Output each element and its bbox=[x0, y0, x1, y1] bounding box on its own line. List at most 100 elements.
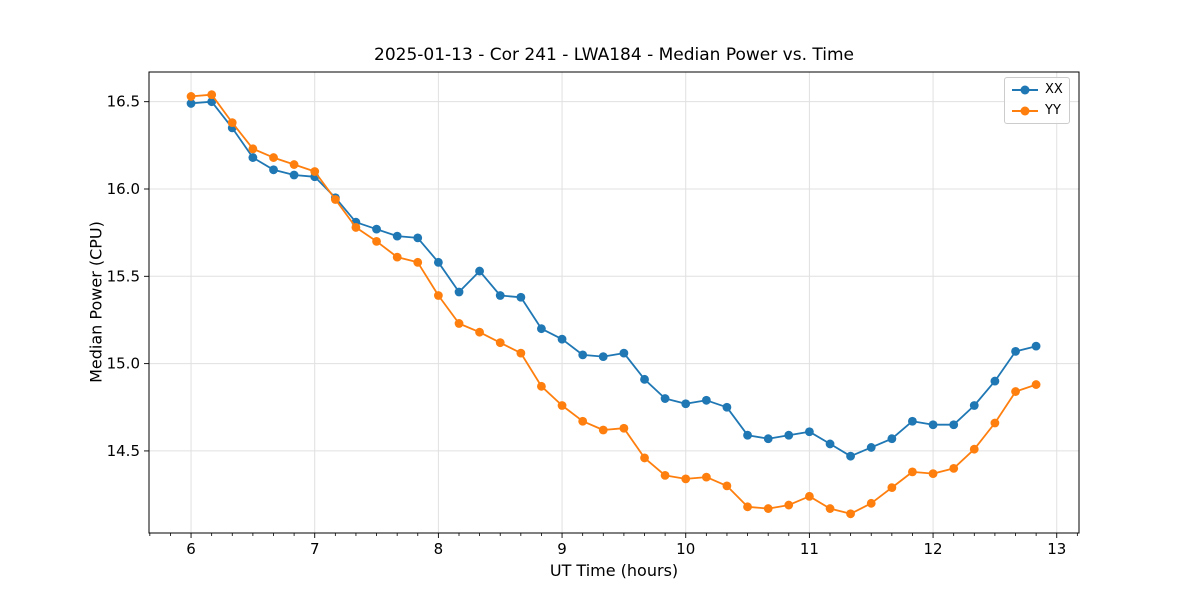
data-point-xx bbox=[990, 376, 1000, 386]
series-line-xx bbox=[190, 100, 1037, 458]
data-point-yy bbox=[186, 92, 196, 101]
data-point-yy bbox=[310, 167, 320, 176]
data-point-xx bbox=[866, 443, 876, 452]
data-point-yy bbox=[804, 491, 814, 501]
data-point-yy bbox=[681, 474, 691, 484]
x-tick-label: 8 bbox=[434, 540, 444, 558]
data-point-yy bbox=[372, 236, 381, 246]
grid-lines bbox=[149, 72, 1079, 533]
y-axis-label: Median Power (CPU) bbox=[86, 221, 106, 383]
data-point-xx bbox=[660, 394, 670, 403]
data-point-yy bbox=[392, 252, 402, 262]
legend-marker-icon bbox=[1020, 106, 1030, 116]
data-point-xx bbox=[969, 401, 979, 410]
data-point-yy bbox=[949, 463, 959, 473]
legend-line-sample-yy bbox=[1012, 106, 1038, 116]
x-tick-label: 12 bbox=[924, 540, 943, 558]
data-point-xx bbox=[475, 266, 484, 276]
legend-item-yy: YY bbox=[1012, 104, 1062, 118]
data-point-yy bbox=[330, 195, 340, 204]
data-point-xx bbox=[1031, 341, 1041, 351]
data-point-yy bbox=[557, 401, 567, 410]
x-axis-label: UT Time (hours) bbox=[549, 561, 679, 580]
data-point-yy bbox=[1031, 380, 1041, 389]
data-point-xx bbox=[557, 334, 567, 344]
data-point-xx bbox=[413, 233, 423, 243]
data-point-xx bbox=[763, 434, 773, 444]
legend-line-sample-xx bbox=[1012, 85, 1038, 95]
legend-label-yy: YY bbox=[1045, 103, 1061, 118]
data-point-xx bbox=[887, 434, 897, 444]
data-point-xx bbox=[784, 430, 794, 440]
data-point-xx bbox=[372, 224, 381, 234]
data-point-yy bbox=[269, 153, 278, 162]
data-point-yy bbox=[578, 416, 588, 426]
data-point-xx bbox=[640, 374, 649, 384]
data-point-yy bbox=[866, 498, 876, 508]
x-tick-label: 7 bbox=[310, 540, 320, 558]
data-point-xx bbox=[681, 399, 691, 409]
legend: XX YY bbox=[1004, 77, 1070, 124]
y-axis-ticks: 14.5 15.0 15.5 16.0 16.5 bbox=[107, 93, 149, 460]
x-tick-label: 11 bbox=[800, 540, 819, 558]
data-point-xx bbox=[186, 99, 196, 108]
data-point-xx bbox=[454, 287, 464, 297]
data-point-yy bbox=[619, 423, 629, 433]
series-yy bbox=[186, 90, 1041, 519]
data-point-xx bbox=[578, 350, 588, 360]
data-point-xx bbox=[743, 430, 752, 440]
data-point-xx bbox=[908, 416, 917, 426]
x-tick-label: 9 bbox=[557, 540, 567, 558]
data-point-yy bbox=[825, 504, 835, 513]
data-point-xx bbox=[1011, 346, 1020, 356]
data-point-yy bbox=[969, 444, 979, 454]
data-point-yy bbox=[928, 469, 938, 479]
data-point-yy bbox=[248, 144, 258, 154]
data-point-yy bbox=[722, 481, 732, 491]
data-point-xx bbox=[846, 451, 855, 461]
data-point-xx bbox=[392, 231, 402, 241]
y-tick-label: 15.5 bbox=[107, 267, 140, 285]
data-point-xx bbox=[949, 420, 959, 430]
y-tick-label: 14.5 bbox=[107, 442, 140, 460]
data-point-xx bbox=[433, 257, 443, 267]
data-point-xx bbox=[537, 324, 546, 334]
data-point-xx bbox=[825, 439, 835, 449]
x-axis-ticks: 6 7 8 9 10 11 12 13 bbox=[186, 533, 1066, 558]
data-point-xx bbox=[701, 395, 711, 405]
data-point-yy bbox=[495, 338, 505, 348]
data-point-yy bbox=[660, 470, 670, 480]
data-point-yy bbox=[475, 327, 484, 337]
x-tick-label: 6 bbox=[186, 540, 196, 558]
plot-border bbox=[148, 71, 1080, 534]
data-point-yy bbox=[227, 118, 237, 128]
data-point-xx bbox=[619, 348, 629, 358]
data-point-xx bbox=[269, 165, 278, 175]
y-tick-label: 15.0 bbox=[107, 355, 140, 373]
data-point-xx bbox=[516, 292, 526, 302]
data-point-yy bbox=[207, 90, 217, 100]
data-point-yy bbox=[990, 418, 1000, 428]
data-point-xx bbox=[207, 97, 217, 107]
data-point-xx bbox=[495, 291, 505, 300]
data-point-yy bbox=[743, 502, 752, 512]
data-point-yy bbox=[289, 160, 299, 169]
data-point-yy bbox=[1011, 387, 1020, 396]
data-point-xx bbox=[598, 352, 608, 362]
data-point-yy bbox=[846, 509, 855, 519]
data-point-yy bbox=[908, 467, 917, 477]
y-tick-label: 16.0 bbox=[107, 180, 140, 198]
data-point-yy bbox=[433, 291, 443, 300]
data-point-xx bbox=[722, 402, 732, 412]
data-point-yy bbox=[784, 500, 794, 510]
x-tick-label: 10 bbox=[676, 540, 695, 558]
legend-label-xx: XX bbox=[1045, 82, 1063, 97]
legend-marker-icon bbox=[1020, 85, 1030, 95]
data-point-yy bbox=[701, 472, 711, 482]
data-point-yy bbox=[413, 257, 423, 267]
chart-title: 2025-01-13 - Cor 241 - LWA184 - Median P… bbox=[374, 45, 854, 65]
data-point-yy bbox=[598, 425, 608, 435]
data-point-xx bbox=[248, 153, 258, 162]
